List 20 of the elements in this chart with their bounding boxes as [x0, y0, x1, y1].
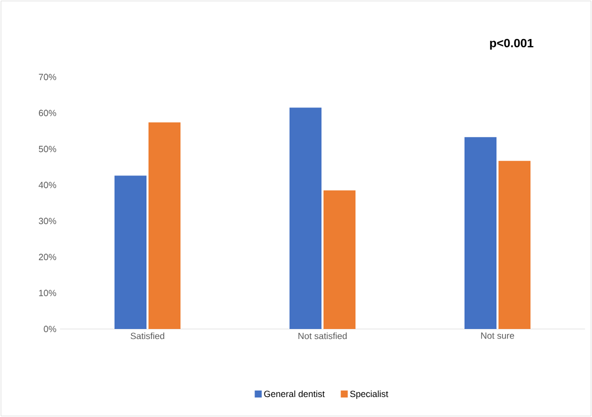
legend-label: General dentist: [264, 390, 325, 398]
legend-label: Specialist: [350, 390, 388, 399]
x-tick-label: Not satisfied: [298, 332, 347, 340]
y-tick-label: 60%: [38, 110, 56, 116]
bar: [114, 176, 147, 329]
y-tick-label: 40%: [38, 182, 56, 188]
bar: [324, 190, 356, 329]
y-tick-label: 30%: [38, 218, 56, 224]
bar: [148, 122, 181, 329]
bar: [290, 108, 322, 329]
y-tick-label: 10%: [39, 290, 56, 296]
bar: [498, 160, 530, 329]
y-tick-label: 50%: [38, 146, 56, 152]
bar: [464, 137, 496, 329]
y-tick-label: 0%: [44, 326, 56, 332]
text: p<0.001: [490, 38, 534, 50]
x-tick-label: Not sure: [481, 332, 514, 339]
y-tick-label: 70%: [38, 74, 56, 80]
x-tick-label: Satisfied: [130, 332, 164, 340]
y-tick-label: 20%: [38, 254, 56, 260]
